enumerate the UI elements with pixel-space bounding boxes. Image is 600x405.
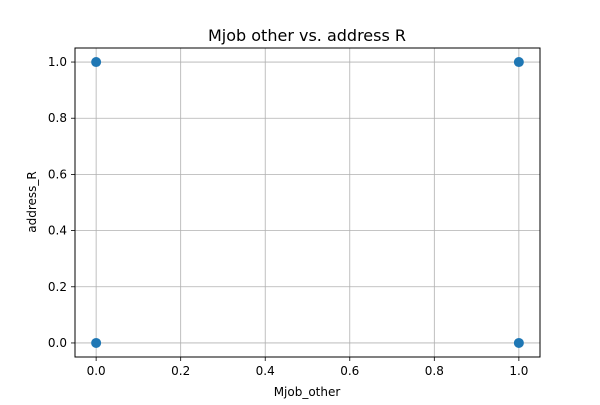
y-axis-label: address_R	[25, 171, 39, 232]
y-tick-label: 0.6	[48, 167, 67, 181]
scatter-point	[91, 337, 102, 348]
scatter-point	[91, 57, 102, 68]
x-tick-label: 0.8	[425, 364, 444, 378]
x-tick-label: 0.0	[87, 364, 106, 378]
chart-title: Mjob other vs. address R	[208, 26, 406, 45]
x-tick-label: 1.0	[509, 364, 528, 378]
y-tick-label: 0.4	[48, 224, 67, 238]
y-tick-label: 0.8	[48, 111, 67, 125]
x-tick-label: 0.6	[340, 364, 359, 378]
scatter-point	[513, 337, 524, 348]
x-tick-label: 0.4	[256, 364, 275, 378]
y-tick-label: 0.0	[48, 336, 67, 350]
data-points	[91, 57, 524, 348]
y-tick-label: 1.0	[48, 55, 67, 69]
scatter-point	[513, 57, 524, 68]
x-axis-ticks: 0.0 0.2 0.4 0.6 0.8 1.0	[87, 357, 528, 378]
y-tick-label: 0.2	[48, 280, 67, 294]
x-axis-label: Mjob_other	[274, 385, 341, 399]
plot-frame	[74, 47, 541, 358]
y-axis-ticks: 0.0 0.2 0.4 0.6 0.8 1.0	[48, 55, 75, 350]
grid-lines	[75, 48, 540, 357]
x-tick-label: 0.2	[171, 364, 190, 378]
